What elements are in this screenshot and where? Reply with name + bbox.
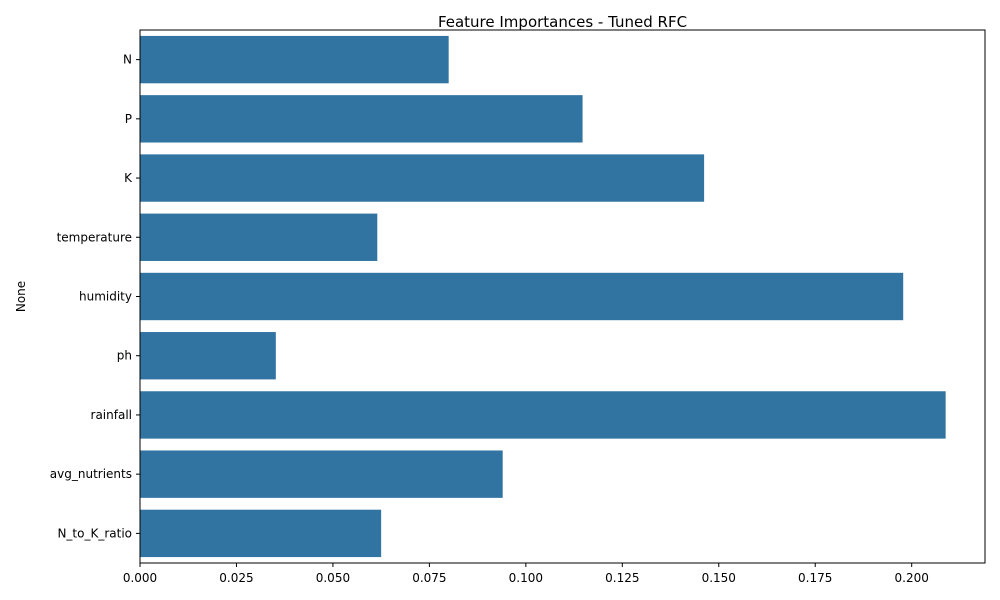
bar-temperature xyxy=(140,213,378,261)
bar-rainfall xyxy=(140,391,946,439)
y-tick-label: avg_nutrients xyxy=(50,467,132,481)
x-tick-label: 0.175 xyxy=(798,571,832,585)
y-tick-label: humidity xyxy=(79,290,132,304)
y-tick-label: temperature xyxy=(57,230,132,244)
y-axis-label: None xyxy=(14,281,28,312)
y-tick-label: K xyxy=(124,171,133,185)
bar-P xyxy=(140,95,583,143)
x-tick-label: 0.125 xyxy=(605,571,639,585)
bar-N xyxy=(140,35,449,84)
x-tick-label: 0.025 xyxy=(219,571,253,585)
x-tick-labels: 0.000 0.025 0.050 0.075 0.100 0.125 0.150 0.175… xyxy=(123,563,929,585)
x-tick-label: 0.100 xyxy=(509,571,543,585)
x-tick-label: 0.150 xyxy=(702,571,736,585)
x-tick-label: 0.200 xyxy=(895,571,929,585)
y-tick-label: ph xyxy=(117,349,132,363)
y-tick-label: N xyxy=(123,53,132,67)
y-tick-label: N_to_K_ratio xyxy=(57,526,132,540)
y-tick-label: P xyxy=(125,112,132,126)
x-tick-label: 0.000 xyxy=(123,571,157,585)
x-tick-label: 0.050 xyxy=(316,571,350,585)
y-tick-label: rainfall xyxy=(91,408,132,422)
bar-avg_nutrients xyxy=(140,450,503,498)
bar-humidity xyxy=(140,272,904,321)
bar-K xyxy=(140,154,705,202)
plot-frame xyxy=(139,29,986,564)
bar-N_to_K_ratio xyxy=(140,509,382,558)
bars-group xyxy=(140,35,946,558)
x-tick-label: 0.075 xyxy=(412,571,446,585)
chart-title: Feature Importances - Tuned RFC xyxy=(438,13,687,31)
bar-ph xyxy=(140,332,276,380)
